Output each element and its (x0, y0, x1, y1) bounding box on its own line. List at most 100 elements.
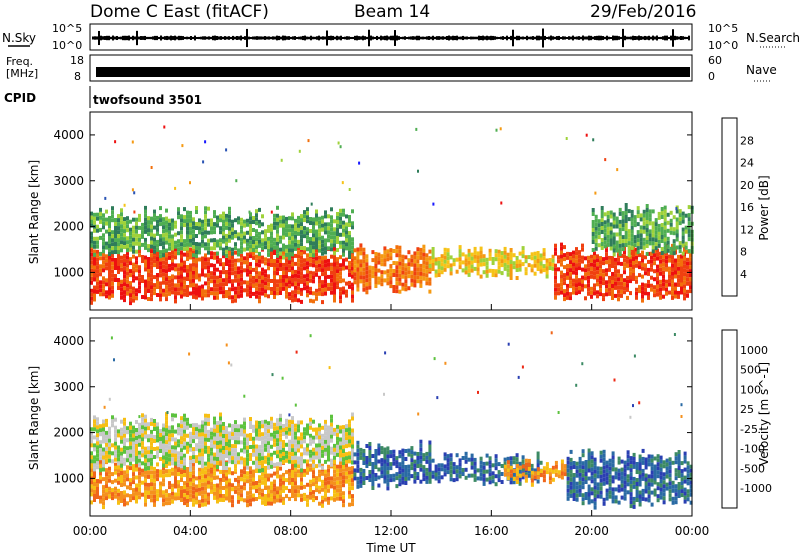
echo-cell (294, 497, 297, 502)
echo-cell (536, 267, 540, 271)
echo-cell (165, 444, 168, 449)
echo-cell (111, 285, 114, 290)
echo-cell (656, 292, 659, 297)
echo-cell (174, 299, 177, 304)
echo-cell (168, 437, 171, 442)
echo-cell (353, 272, 357, 277)
echo-cell (434, 468, 438, 473)
echo-cell (689, 261, 692, 266)
echo-cell (183, 501, 186, 506)
echo-cell (288, 451, 291, 456)
echo-cell (246, 457, 249, 462)
echo-cell (180, 278, 183, 283)
date-label: 29/Feb/2016 (590, 2, 696, 22)
echo-cell (279, 498, 282, 503)
echo-cell (294, 285, 297, 290)
echo-cell (611, 296, 614, 300)
echo-cell (114, 429, 117, 434)
nsky-sample (194, 35, 196, 41)
echo-cell (267, 262, 270, 267)
nsky-sample (574, 36, 576, 40)
echo-cell (611, 292, 614, 296)
echo-cell (144, 498, 147, 503)
echo-cell (351, 290, 354, 295)
echo-cell (225, 468, 228, 473)
echo-cell (174, 267, 177, 272)
echo-cell (204, 474, 207, 479)
nsky-sample (122, 35, 124, 41)
echo-cell (330, 278, 333, 283)
echo-cell (500, 271, 504, 276)
echo-cell (374, 252, 378, 256)
echo-cell (653, 289, 656, 294)
echo-cell (503, 262, 507, 267)
echo-cell (506, 272, 510, 277)
echo-cell (437, 257, 441, 261)
echo-cell (273, 499, 276, 504)
echo-cell (336, 424, 339, 429)
echo-cell (497, 253, 501, 258)
echo-cell (291, 240, 294, 245)
echo-cell (273, 263, 276, 267)
echo-cell (159, 242, 162, 247)
echo-cell (479, 246, 483, 251)
echo-cell (204, 413, 207, 418)
echo-cell (327, 433, 330, 438)
echo-cell (321, 499, 324, 504)
nsky-sample (534, 36, 536, 40)
echo-cell (252, 436, 255, 441)
echo-cell (117, 488, 120, 493)
echo-cell (618, 235, 622, 240)
echo-cell (590, 258, 593, 263)
echo-cell (303, 431, 306, 436)
echo-cell (111, 238, 114, 243)
echo-cell (630, 229, 634, 234)
echo-cell (135, 268, 138, 273)
echo-cell (641, 254, 644, 259)
echo-cell (554, 283, 557, 288)
echo-cell (587, 259, 590, 264)
echo-cell (306, 443, 309, 448)
echo-cell (674, 262, 677, 267)
echo-cell (129, 449, 132, 454)
nsky-sample (662, 36, 664, 40)
echo-cell (255, 233, 258, 238)
echo-cell (186, 214, 189, 219)
echo-cell (138, 225, 141, 230)
echo-cell (333, 227, 336, 232)
echo-cell (165, 293, 168, 298)
echo-cell (389, 474, 393, 479)
echo-cell (252, 255, 255, 260)
echo-cell (407, 266, 411, 271)
echo-cell (374, 473, 378, 477)
echo-cell (108, 474, 111, 479)
echo-cell (681, 231, 685, 236)
echo-cell (249, 270, 252, 275)
echo-cell (108, 295, 111, 300)
echo-cell (195, 234, 198, 238)
echo-cell (180, 444, 183, 449)
echo-cell (342, 479, 345, 484)
echo-cell (600, 210, 604, 214)
echo-cell (321, 215, 324, 220)
echo-cell (264, 289, 267, 294)
echo-cell (165, 497, 168, 502)
echo-cell (327, 441, 330, 446)
echo-cell (267, 429, 270, 434)
echo-cell (578, 262, 581, 267)
echo-cell (306, 227, 309, 232)
echo-cell (186, 226, 189, 231)
echo-cell (273, 275, 276, 279)
echo-cell (425, 471, 429, 476)
echo-cell (225, 442, 228, 446)
echo-cell (120, 499, 123, 503)
echo-cell (434, 257, 438, 262)
echo-cell (114, 494, 117, 499)
echo-cell (132, 437, 135, 442)
echo-cell (297, 250, 300, 255)
echo-cell (90, 455, 93, 460)
echo-cell (237, 258, 240, 263)
echo-cell (267, 294, 270, 299)
echo-cell (201, 420, 204, 425)
echo-cell (186, 210, 189, 215)
